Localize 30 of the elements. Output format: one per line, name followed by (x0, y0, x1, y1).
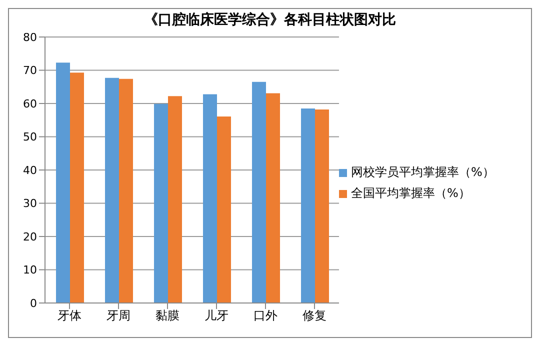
y-tick-label: 80 (23, 30, 37, 44)
legend-label: 网校学员平均掌握率（%） (351, 164, 494, 181)
y-tick-label: 10 (23, 264, 37, 277)
y-tick-label: 40 (23, 164, 37, 177)
bar (154, 104, 168, 303)
bar (203, 94, 217, 303)
bar (168, 96, 182, 303)
x-tick-label: 儿牙 (204, 308, 228, 323)
y-tick-label: 30 (23, 197, 37, 210)
x-tick-label: 口外 (254, 308, 278, 323)
bar (315, 109, 329, 303)
y-tick-label: 60 (23, 97, 37, 110)
y-tick-label: 20 (23, 230, 37, 244)
bar (301, 108, 315, 303)
x-tick-label: 修复 (302, 308, 326, 323)
legend-label: 全国平均掌握率（%） (351, 185, 470, 202)
bar (70, 72, 84, 303)
bar (266, 93, 280, 303)
x-tick-label: 牙体 (58, 308, 82, 323)
chart-title: 《口腔临床医学综合》各科目柱状图对比 (144, 12, 396, 28)
x-tick-label: 黏膜 (156, 308, 180, 323)
y-tick-label: 70 (23, 64, 37, 78)
bar (56, 62, 70, 303)
bar (217, 116, 231, 303)
y-tick-label: 50 (23, 130, 37, 144)
y-tick-label: 0 (30, 296, 37, 310)
bar (119, 78, 133, 303)
bar (105, 78, 119, 303)
x-tick-label: 牙周 (106, 308, 130, 323)
bar (252, 82, 266, 303)
